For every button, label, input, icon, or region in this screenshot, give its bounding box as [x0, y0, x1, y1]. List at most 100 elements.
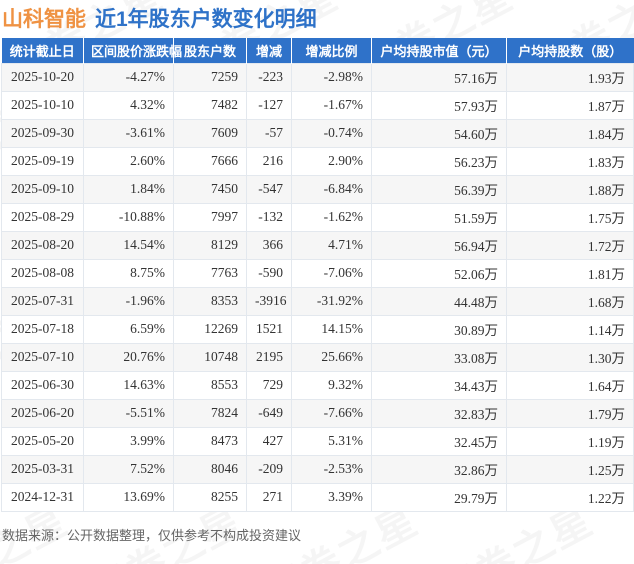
column-header-delta-pct: 增减比例: [291, 38, 372, 63]
cell-holders: 7609: [173, 118, 247, 148]
cell-avg-shares: 1.72万: [506, 230, 634, 260]
cell-avg-shares: 1.22万: [506, 482, 634, 512]
cell-avg-shares: 1.81万: [506, 258, 634, 288]
title-bar: 山科智能 近1年股东户数变化明细: [0, 0, 634, 38]
cell-delta: 2195: [246, 342, 292, 372]
cell-date: 2025-08-29: [1, 202, 84, 232]
cell-delta-pct: -6.84%: [291, 174, 372, 204]
table-row: 2025-05-20 3.99% 8473 427 5.31% 32.45万 1.19万: [1, 426, 634, 456]
cell-price-change: 6.59%: [83, 314, 174, 344]
cell-delta: 271: [246, 482, 292, 512]
cell-holders: 8255: [173, 482, 247, 512]
table-header-row: 统计截止日 区间股价涨跌幅 股东户数 增减 增减比例 户均持股市值（元） 户均持…: [1, 38, 634, 63]
cell-delta: -57: [246, 118, 292, 148]
table-row: 2025-08-29 -10.88% 7997 -132 -1.62% 51.59万 1.7…: [1, 202, 634, 232]
cell-avg-shares: 1.64万: [506, 370, 634, 400]
cell-avg-shares: 1.93万: [506, 62, 634, 92]
cell-avg-shares: 1.84万: [506, 118, 634, 148]
cell-date: 2024-12-31: [1, 482, 84, 512]
cell-avg-value: 57.16万: [371, 62, 507, 92]
cell-date: 2025-08-20: [1, 230, 84, 260]
table-row: 2025-08-20 14.54% 8129 366 4.71% 56.94万 1.72万: [1, 230, 634, 260]
table-header: 统计截止日 区间股价涨跌幅 股东户数 增减 增减比例 户均持股市值（元） 户均持…: [1, 38, 634, 63]
table-row: 2025-09-10 1.84% 7450 -547 -6.84% 56.39万 1.88万: [1, 174, 634, 204]
column-header-avg-shares: 户均持股数（股）: [506, 38, 634, 63]
table-row: 2025-07-31 -1.96% 8353 -3916 -31.92% 44.48万 1.…: [1, 286, 634, 316]
cell-delta: 1521: [246, 314, 292, 344]
cell-holders: 7450: [173, 174, 247, 204]
table-row: 2025-03-31 7.52% 8046 -209 -2.53% 32.86万 1.25万: [1, 454, 634, 484]
cell-date: 2025-10-10: [1, 90, 84, 120]
cell-holders: 8353: [173, 286, 247, 316]
cell-delta: 366: [246, 230, 292, 260]
cell-delta: -209: [246, 454, 292, 484]
cell-holders: 8129: [173, 230, 247, 260]
cell-avg-shares: 1.83万: [506, 146, 634, 176]
table-row: 2025-10-20 -4.27% 7259 -223 -2.98% 57.16万 1.93…: [1, 62, 634, 92]
data-source-note: 数据来源：公开数据整理，仅供参考不构成投资建议: [2, 527, 302, 543]
cell-avg-value: 57.93万: [371, 90, 507, 120]
cell-avg-value: 44.48万: [371, 286, 507, 316]
cell-avg-shares: 1.79万: [506, 398, 634, 428]
shareholder-count-table: 统计截止日 区间股价涨跌幅 股东户数 增减 增减比例 户均持股市值（元） 户均持…: [1, 38, 634, 512]
cell-price-change: 2.60%: [83, 146, 174, 176]
cell-delta-pct: -31.92%: [291, 286, 372, 316]
cell-date: 2025-09-19: [1, 146, 84, 176]
cell-holders: 10748: [173, 342, 247, 372]
table-row: 2025-09-19 2.60% 7666 216 2.90% 56.23万 1.83万: [1, 146, 634, 176]
cell-avg-value: 54.60万: [371, 118, 507, 148]
company-name: 山科智能: [2, 7, 86, 31]
cell-price-change: 7.52%: [83, 454, 174, 484]
cell-date: 2025-03-31: [1, 454, 84, 484]
cell-holders: 8046: [173, 454, 247, 484]
cell-delta: -649: [246, 398, 292, 428]
cell-holders: 7666: [173, 146, 247, 176]
table-row: 2025-06-20 -5.51% 7824 -649 -7.66% 32.83万 1.79…: [1, 398, 634, 428]
cell-avg-value: 32.86万: [371, 454, 507, 484]
page-title: 近1年股东户数变化明细: [95, 7, 317, 31]
cell-price-change: -4.27%: [83, 62, 174, 92]
cell-delta-pct: 5.31%: [291, 426, 372, 456]
cell-date: 2025-07-18: [1, 314, 84, 344]
cell-avg-shares: 1.14万: [506, 314, 634, 344]
cell-price-change: 3.99%: [83, 426, 174, 456]
cell-price-change: 4.32%: [83, 90, 174, 120]
cell-delta: 427: [246, 426, 292, 456]
table-row: 2025-07-18 6.59% 12269 1521 14.15% 30.89万 1.14…: [1, 314, 634, 344]
cell-delta: -590: [246, 258, 292, 288]
cell-price-change: -1.96%: [83, 286, 174, 316]
column-header-price-change: 区间股价涨跌幅: [83, 38, 182, 63]
cell-delta-pct: 2.90%: [291, 146, 372, 176]
cell-delta: 216: [246, 146, 292, 176]
cell-date: 2025-07-10: [1, 342, 84, 372]
cell-delta: -223: [246, 62, 292, 92]
cell-holders: 12269: [173, 314, 247, 344]
cell-delta-pct: 3.39%: [291, 482, 372, 512]
cell-avg-value: 51.59万: [371, 202, 507, 232]
cell-avg-value: 56.39万: [371, 174, 507, 204]
cell-date: 2025-05-20: [1, 426, 84, 456]
cell-date: 2025-06-20: [1, 398, 84, 428]
cell-date: 2025-06-30: [1, 370, 84, 400]
cell-price-change: 1.84%: [83, 174, 174, 204]
cell-price-change: -10.88%: [83, 202, 174, 232]
cell-price-change: 14.63%: [83, 370, 174, 400]
cell-date: 2025-09-10: [1, 174, 84, 204]
cell-price-change: -5.51%: [83, 398, 174, 428]
cell-delta: 729: [246, 370, 292, 400]
table-row: 2025-07-10 20.76% 10748 2195 25.66% 33.08万 1.3…: [1, 342, 634, 372]
cell-delta-pct: 14.15%: [291, 314, 372, 344]
cell-avg-shares: 1.75万: [506, 202, 634, 232]
cell-delta-pct: -0.74%: [291, 118, 372, 148]
column-header-avg-value: 户均持股市值（元）: [371, 38, 507, 63]
cell-price-change: 20.76%: [83, 342, 174, 372]
cell-holders: 8553: [173, 370, 247, 400]
cell-delta-pct: -2.53%: [291, 454, 372, 484]
cell-avg-value: 30.89万: [371, 314, 507, 344]
cell-holders: 7259: [173, 62, 247, 92]
cell-avg-shares: 1.88万: [506, 174, 634, 204]
table-row: 2025-06-30 14.63% 8553 729 9.32% 34.43万 1.64万: [1, 370, 634, 400]
cell-avg-shares: 1.19万: [506, 426, 634, 456]
cell-holders: 7763: [173, 258, 247, 288]
cell-avg-value: 56.23万: [371, 146, 507, 176]
